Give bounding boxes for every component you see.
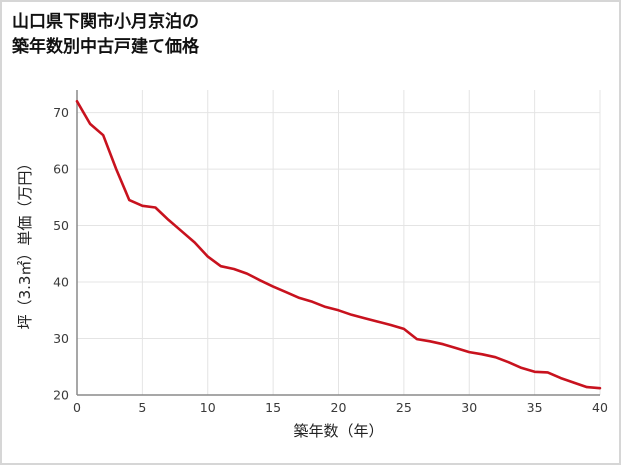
x-axis-title: 築年数（年） bbox=[293, 422, 383, 440]
y-tick-label: 60 bbox=[53, 162, 69, 177]
x-tick-label: 35 bbox=[527, 400, 543, 415]
y-axis-title: 坪（3.3㎡）単価（万円） bbox=[16, 156, 34, 330]
x-tick-label: 15 bbox=[265, 400, 281, 415]
x-tick-label: 0 bbox=[73, 400, 81, 415]
y-tick-label: 30 bbox=[53, 331, 69, 346]
y-tick-label: 50 bbox=[53, 218, 69, 233]
x-tick-label: 5 bbox=[138, 400, 146, 415]
y-tick-label: 20 bbox=[53, 388, 69, 403]
chart-title-line2: 築年数別中古戸建て価格 bbox=[12, 36, 199, 57]
x-tick-label: 30 bbox=[461, 400, 477, 415]
x-tick-label: 20 bbox=[331, 400, 347, 415]
y-tick-label: 40 bbox=[53, 275, 69, 290]
price-line bbox=[75, 100, 602, 390]
x-tick-label: 25 bbox=[396, 400, 412, 415]
chart-title: 山口県下関市小月京泊の 築年数別中古戸建て価格 bbox=[12, 10, 199, 59]
x-tick-label: 10 bbox=[200, 400, 216, 415]
chart-title-line1: 山口県下関市小月京泊の bbox=[12, 12, 199, 32]
x-tick-label: 40 bbox=[592, 400, 608, 415]
y-tick-label: 70 bbox=[53, 105, 69, 120]
